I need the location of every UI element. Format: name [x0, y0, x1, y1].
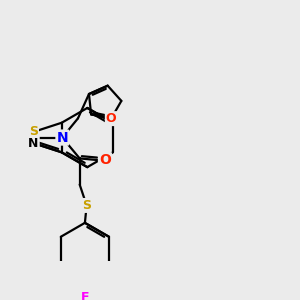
- Text: N: N: [28, 137, 39, 150]
- Text: O: O: [106, 112, 116, 125]
- Text: S: S: [29, 125, 38, 138]
- Text: N: N: [56, 130, 68, 145]
- Text: F: F: [81, 291, 89, 300]
- Text: S: S: [82, 199, 91, 212]
- Text: O: O: [99, 153, 111, 167]
